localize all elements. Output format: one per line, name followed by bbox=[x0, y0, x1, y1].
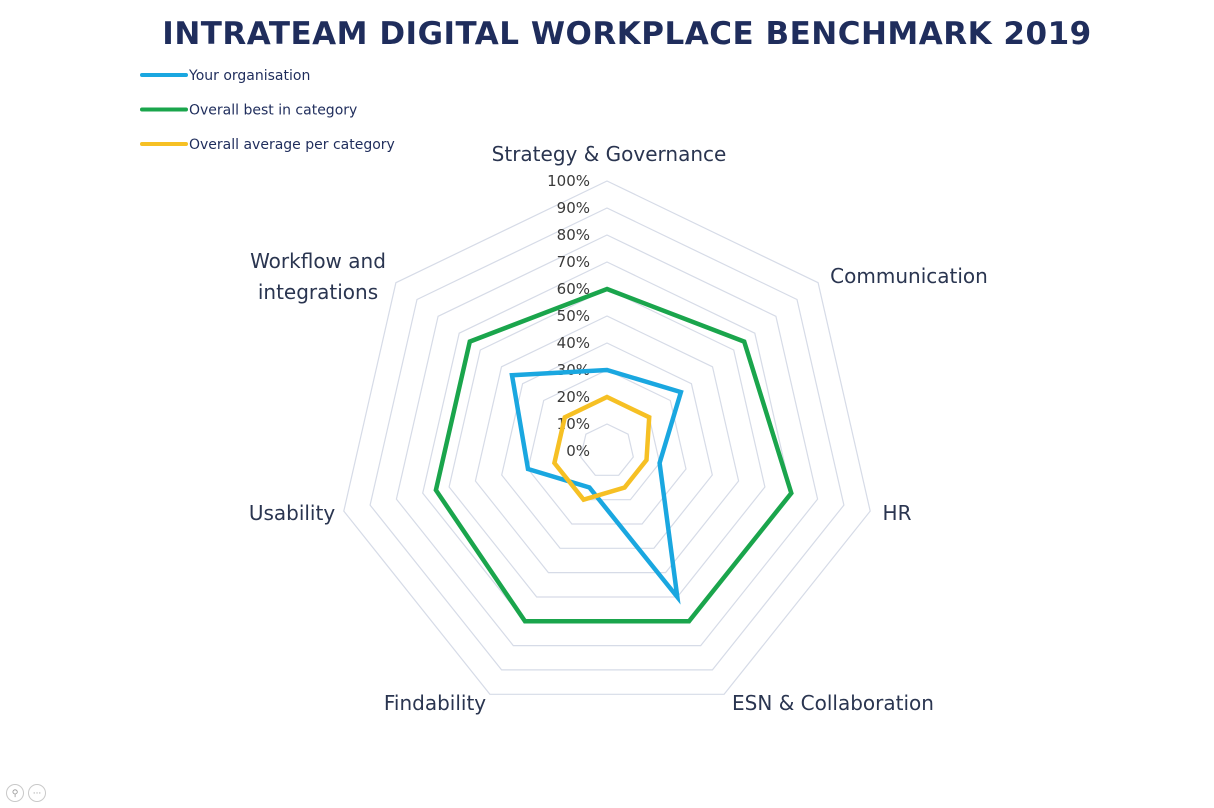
legend-label: Overall best in category bbox=[189, 103, 357, 119]
tick-label: 60% bbox=[557, 280, 590, 298]
grid-ring bbox=[474, 315, 740, 574]
series-0-line bbox=[509, 367, 684, 605]
grid-ring bbox=[580, 423, 634, 476]
tick-label: 50% bbox=[557, 307, 590, 325]
tick-label: 80% bbox=[557, 226, 590, 244]
viewer-controls: ⚲ ··· bbox=[6, 784, 46, 802]
category-labels: Strategy & Governance Communication HR ESN … bbox=[249, 142, 988, 715]
more-options-icon[interactable]: ··· bbox=[28, 784, 46, 802]
category-label: Workflow and integrations bbox=[250, 249, 386, 304]
tick-label: 20% bbox=[557, 388, 590, 406]
grid-ring bbox=[448, 288, 766, 598]
series-group bbox=[433, 286, 794, 624]
tick-label: 90% bbox=[557, 199, 590, 217]
tick-label: 0% bbox=[566, 442, 590, 460]
tick-label: 40% bbox=[557, 334, 590, 352]
category-label: HR bbox=[883, 501, 912, 525]
radar-grid bbox=[343, 180, 871, 695]
tick-label: 100% bbox=[547, 172, 590, 190]
grid-ring bbox=[369, 207, 845, 671]
category-label: Communication bbox=[830, 264, 988, 288]
series-1-line bbox=[433, 286, 794, 624]
legend: Your organisation Overall best in categor… bbox=[140, 68, 395, 153]
category-label: Findability bbox=[384, 691, 486, 715]
grid-ring bbox=[395, 234, 819, 647]
radial-tick-labels: 0%10%20%30%40%50%60%70%80%90%100% bbox=[547, 172, 590, 460]
chart-title: INTRATEAM DIGITAL WORKPLACE BENCHMARK 20… bbox=[162, 16, 1091, 52]
category-label: Strategy & Governance bbox=[492, 142, 727, 166]
legend-label: Your organisation bbox=[188, 68, 310, 84]
grid-ring bbox=[501, 342, 713, 549]
series-2-line bbox=[551, 394, 652, 503]
zoom-icon[interactable]: ⚲ bbox=[6, 784, 24, 802]
grid-ring bbox=[343, 180, 871, 695]
category-label: Usability bbox=[249, 501, 336, 525]
legend-label: Overall average per category bbox=[189, 137, 395, 153]
tick-label: 70% bbox=[557, 253, 590, 271]
category-label: ESN & Collaboration bbox=[732, 691, 934, 715]
